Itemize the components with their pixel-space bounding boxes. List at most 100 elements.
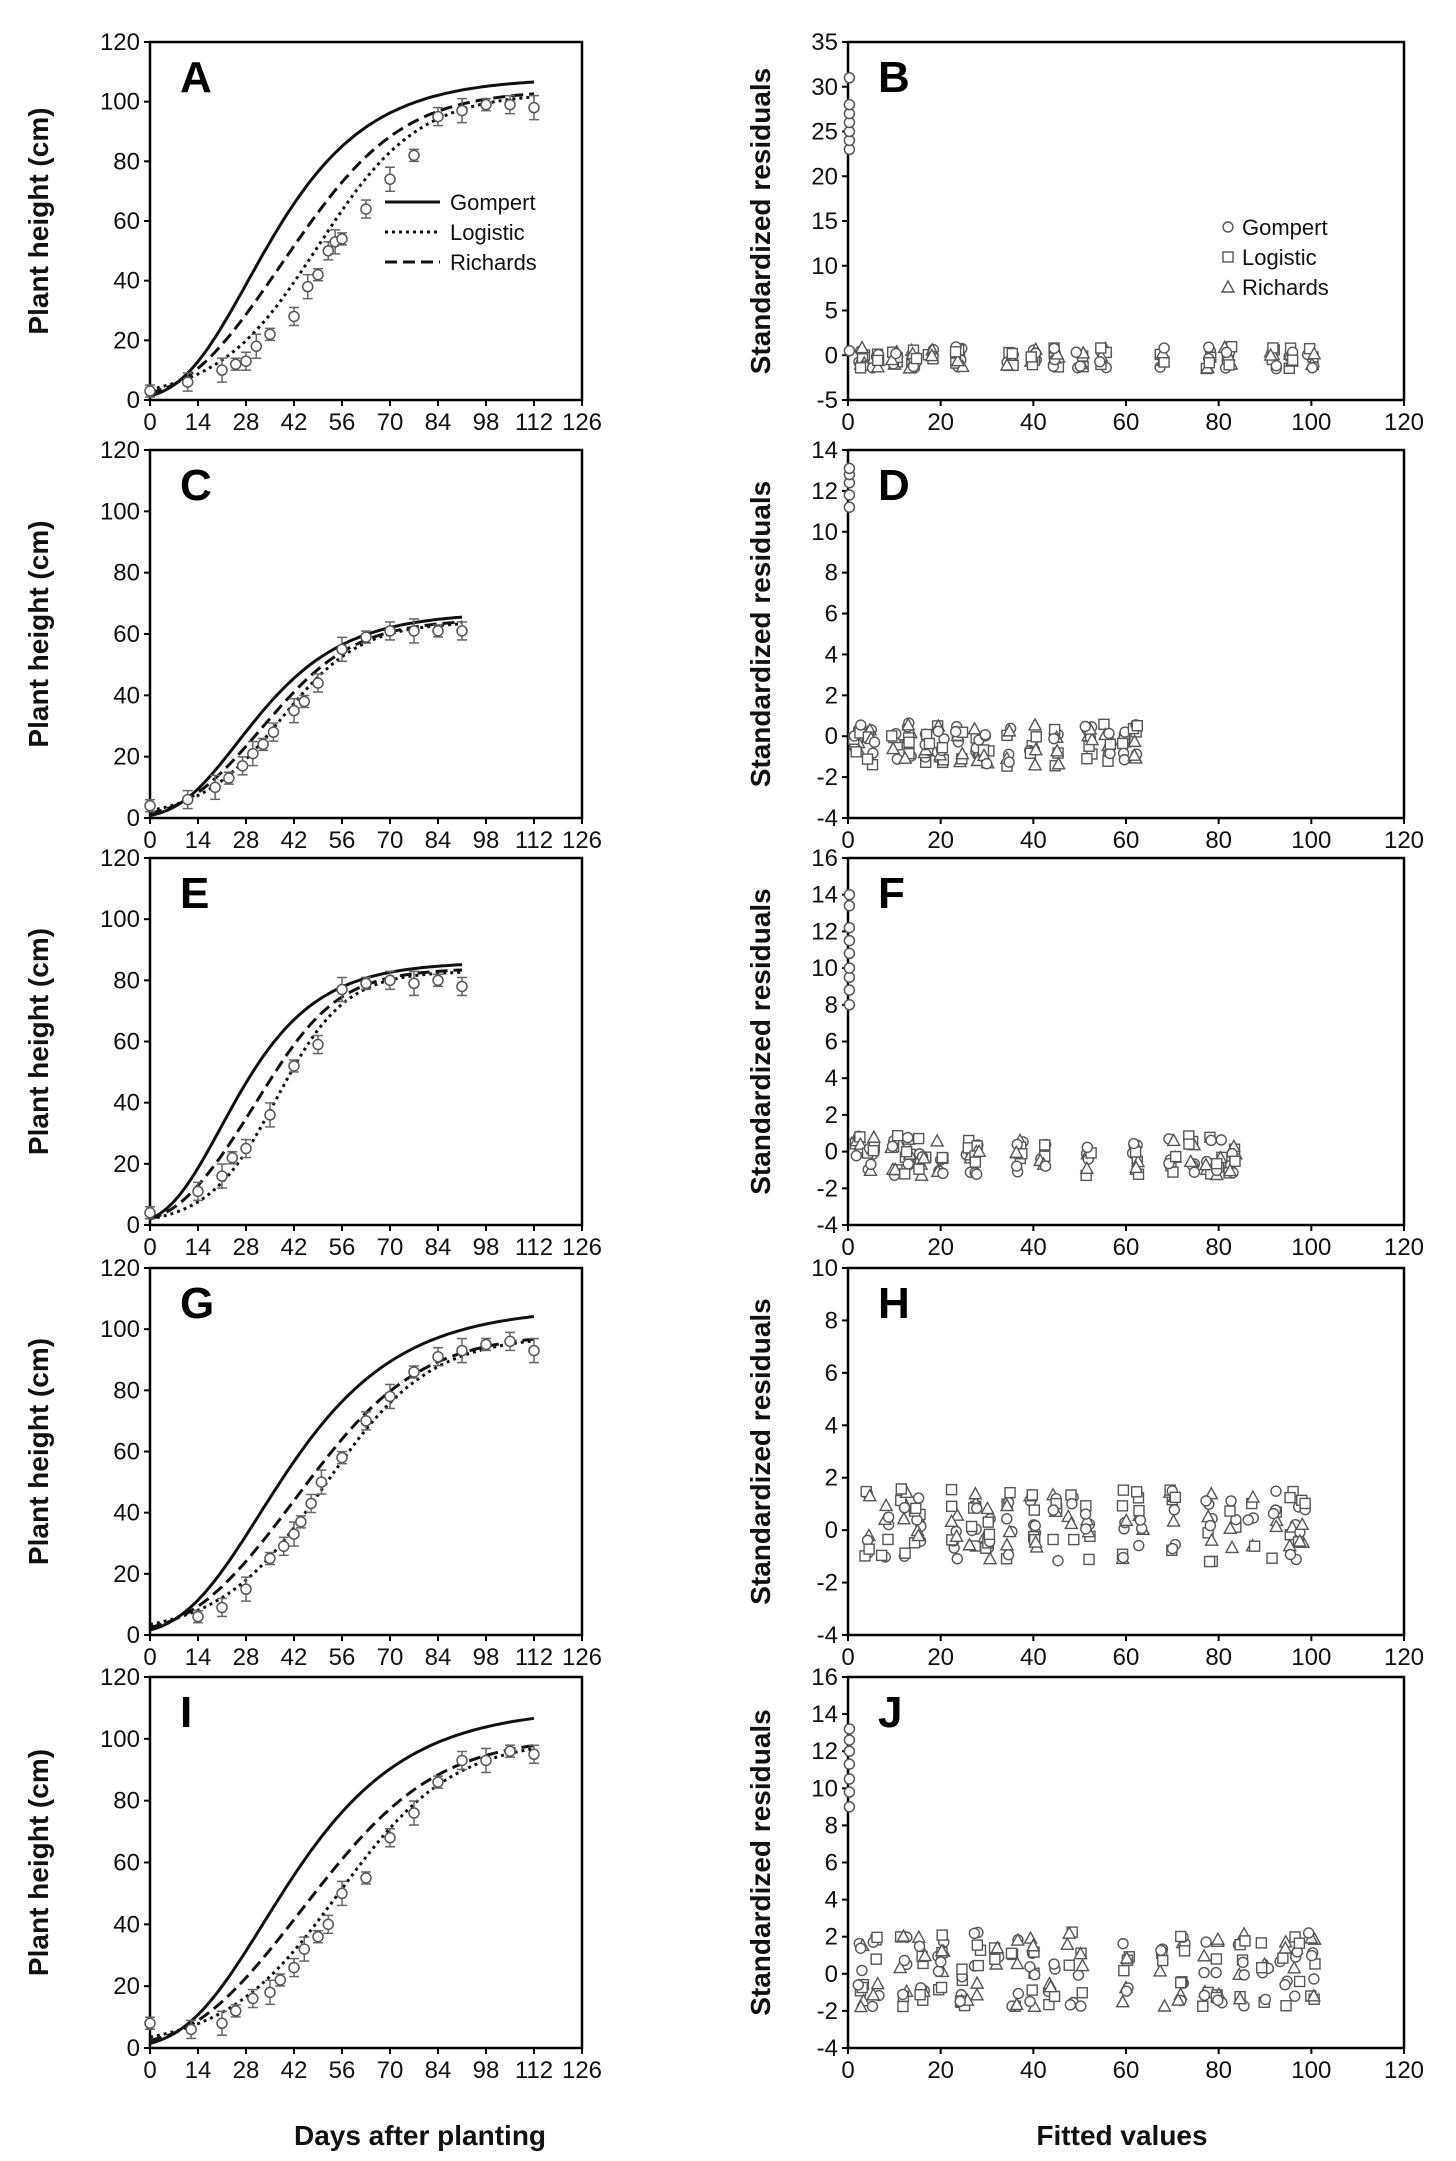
data-point — [209, 781, 221, 794]
data-point — [456, 625, 468, 637]
residual-point — [870, 1976, 885, 1990]
residual-point — [1238, 1969, 1250, 1981]
residual-point — [1168, 1504, 1181, 1516]
x-tick-label: 20 — [927, 827, 954, 854]
x-tick-label: 0 — [143, 409, 156, 436]
x-tick-label: 56 — [329, 1234, 356, 1261]
y-tick-label: 5 — [825, 298, 838, 325]
y-tick-label: 120 — [100, 845, 140, 872]
residual-point — [1198, 1989, 1211, 2002]
x-axis-label-right: Fitted values — [1036, 2120, 1207, 2151]
series-line-richards — [149, 1744, 535, 2042]
residual-point — [1203, 1555, 1216, 1568]
residual-point — [1118, 1964, 1130, 1977]
series-line-logistic — [149, 622, 463, 812]
residual-point — [854, 340, 870, 354]
residual-point — [1306, 346, 1322, 360]
x-tick-label: 20 — [927, 2057, 954, 2084]
y-tick-label: -4 — [817, 1212, 838, 1239]
y-tick-label: 100 — [100, 1316, 140, 1343]
residual-point — [843, 921, 856, 934]
data-point — [240, 1142, 252, 1155]
residual-point — [916, 1150, 932, 1164]
x-tick-label: 40 — [1020, 409, 1047, 436]
legend-label: Logistic — [450, 220, 525, 245]
y-tick-label: 6 — [825, 1850, 838, 1877]
x-tick-label: 126 — [562, 1644, 602, 1671]
x-tick-label: 42 — [281, 2057, 308, 2084]
y-tick-label: 80 — [113, 967, 140, 994]
residual-point — [843, 98, 856, 111]
data-point — [288, 1060, 300, 1072]
residual-point — [1026, 1984, 1038, 1996]
residual-point — [1166, 1513, 1181, 1527]
residual-point — [1306, 362, 1318, 374]
data-point — [336, 1451, 348, 1464]
y-tick-label: 2 — [825, 682, 838, 709]
residual-point — [1200, 1495, 1212, 1507]
y-tick-label: 20 — [113, 1561, 140, 1588]
data-point — [264, 1986, 276, 1999]
residual-point — [1279, 1979, 1291, 1991]
panel-F: -4 -2 0 2 4 6 8 10 12 14 16 0 20 40 60 80 100 120 Standard… — [745, 845, 1424, 1261]
series-line-logistic — [149, 970, 463, 1221]
residual-point — [1237, 1956, 1249, 1969]
residual-point — [1127, 747, 1142, 761]
legend-label: Logistic — [1242, 245, 1317, 270]
residual-point — [1242, 1514, 1254, 1526]
residual-point — [970, 1168, 983, 1180]
residual-point — [843, 489, 856, 501]
residual-point — [1080, 1523, 1092, 1535]
y-tick-label: 120 — [100, 437, 140, 464]
x-tick-label: 70 — [377, 2057, 404, 2084]
data-point — [288, 1528, 300, 1540]
residual-point — [1284, 1548, 1297, 1561]
residual-point — [962, 1537, 977, 1551]
residual-point — [989, 1953, 1001, 1965]
residual-point — [911, 1528, 926, 1542]
residual-point — [1263, 347, 1278, 361]
residual-point — [912, 1492, 925, 1504]
y-tick-label: 100 — [100, 906, 140, 933]
x-tick-label: 84 — [425, 2057, 452, 2084]
data-point — [408, 1807, 420, 1819]
residual-point — [1051, 756, 1066, 770]
x-tick-label: 56 — [329, 827, 356, 854]
residual-point — [1215, 1134, 1227, 1146]
residual-point — [1028, 1534, 1043, 1548]
series-line-gompert — [149, 80, 535, 398]
y-tick-label: 4 — [825, 1065, 838, 1092]
x-tick-label: 20 — [927, 1234, 954, 1261]
residual-point — [944, 1513, 959, 1528]
data-point — [336, 233, 348, 245]
legend-label: Gompert — [450, 190, 536, 215]
y-tick-label: 2 — [825, 1102, 838, 1129]
residual-point — [1028, 1504, 1040, 1516]
data-point — [432, 625, 444, 637]
residual-point — [937, 1167, 949, 1180]
legend-marker-circle — [1222, 221, 1234, 233]
data-point — [322, 1918, 335, 1931]
data-point — [144, 2017, 156, 2030]
residual-point — [1286, 1960, 1302, 1974]
legend-marker-triangle — [1220, 279, 1236, 293]
x-tick-label: 40 — [1020, 827, 1047, 854]
residual-point — [1202, 341, 1215, 353]
series-line-richards — [149, 968, 463, 1221]
data-point — [144, 799, 156, 812]
residual-point — [1255, 1961, 1268, 1974]
residual-point — [910, 352, 923, 365]
y-tick-label: 60 — [113, 1439, 140, 1466]
x-tick-label: 0 — [841, 2057, 854, 2084]
data-point — [312, 1038, 324, 1051]
x-tick-label: 112 — [515, 2057, 553, 2084]
residual-point — [923, 737, 936, 750]
x-tick-label: 126 — [562, 409, 602, 436]
data-point — [360, 203, 372, 215]
x-tick-label: 0 — [841, 1234, 854, 1261]
residual-point — [1043, 1979, 1058, 1993]
data-point — [456, 1754, 468, 1767]
y-tick-label: 80 — [113, 560, 140, 587]
data-point — [229, 358, 242, 370]
residual-point — [843, 888, 856, 901]
